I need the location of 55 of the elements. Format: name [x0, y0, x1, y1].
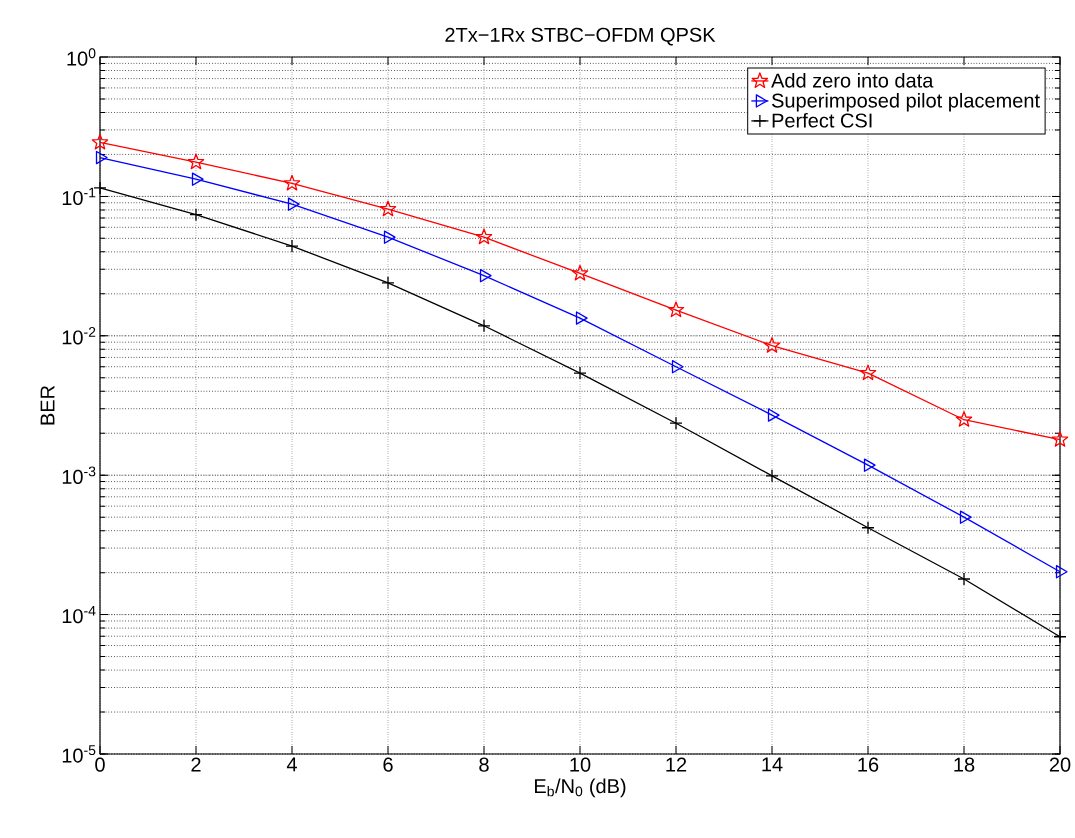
point: [575, 311, 588, 325]
x-tick-label: 0: [95, 757, 105, 772]
x-tick-label: 20: [1049, 757, 1071, 772]
point: [189, 207, 203, 222]
point: [287, 197, 300, 211]
x-tick-label: 10: [570, 757, 591, 772]
point: [475, 228, 493, 245]
point: [91, 133, 109, 150]
y-tick-label: 10$^{-2}$: [62, 327, 96, 345]
point: [95, 150, 108, 165]
point: [957, 572, 971, 586]
point: [1051, 430, 1069, 447]
point: [669, 416, 683, 430]
point: [861, 521, 875, 535]
point: [1053, 630, 1067, 644]
legend-label: Perfect CSI: [772, 112, 872, 128]
point: [479, 268, 492, 283]
legend-label: Superimposed pilot placement: [771, 92, 1040, 112]
point: [765, 469, 779, 483]
point: [191, 172, 204, 186]
point: [381, 276, 395, 290]
x-tick-label: 8: [479, 757, 489, 772]
x-tick-label: 12: [666, 757, 687, 772]
y-axis-title: BER: [40, 385, 55, 425]
point: [1055, 565, 1068, 579]
legend-label: Add zero into data: [771, 72, 934, 88]
x-tick-label: 6: [383, 757, 393, 772]
point: [955, 411, 973, 427]
point: [187, 153, 205, 170]
point: [767, 408, 780, 422]
x-tick-label: 4: [286, 757, 297, 772]
point: [959, 510, 972, 524]
point: [379, 200, 397, 217]
point: [571, 264, 589, 281]
x-tick-label: 16: [858, 757, 879, 772]
y-tick-label: 10$^{-5}$: [62, 745, 96, 763]
chart-title: 2Tx−1Rx STBC−OFDM QPSK: [445, 27, 716, 46]
x-tick-label: 14: [762, 757, 783, 772]
x-tick-label: 18: [954, 757, 975, 772]
point: [863, 458, 876, 472]
point: [667, 301, 685, 318]
y-tick-label: 10$^{-3}$: [62, 466, 96, 484]
point: [477, 319, 491, 333]
point: [285, 239, 299, 253]
y-tick-label: 10$^{0}$: [67, 48, 96, 66]
point: [671, 360, 684, 374]
point: [859, 364, 877, 381]
x-tick-label: 2: [191, 757, 201, 772]
point: [383, 230, 396, 244]
y-tick-label: 10$^{-4}$: [62, 605, 96, 624]
y-tick-label: 10$^{-1}$: [62, 187, 96, 206]
point: [573, 366, 587, 380]
point: [283, 174, 301, 191]
point: [763, 336, 781, 353]
x-axis-title: E$_{b}$/N$_{0}$ (dB): [535, 778, 626, 798]
